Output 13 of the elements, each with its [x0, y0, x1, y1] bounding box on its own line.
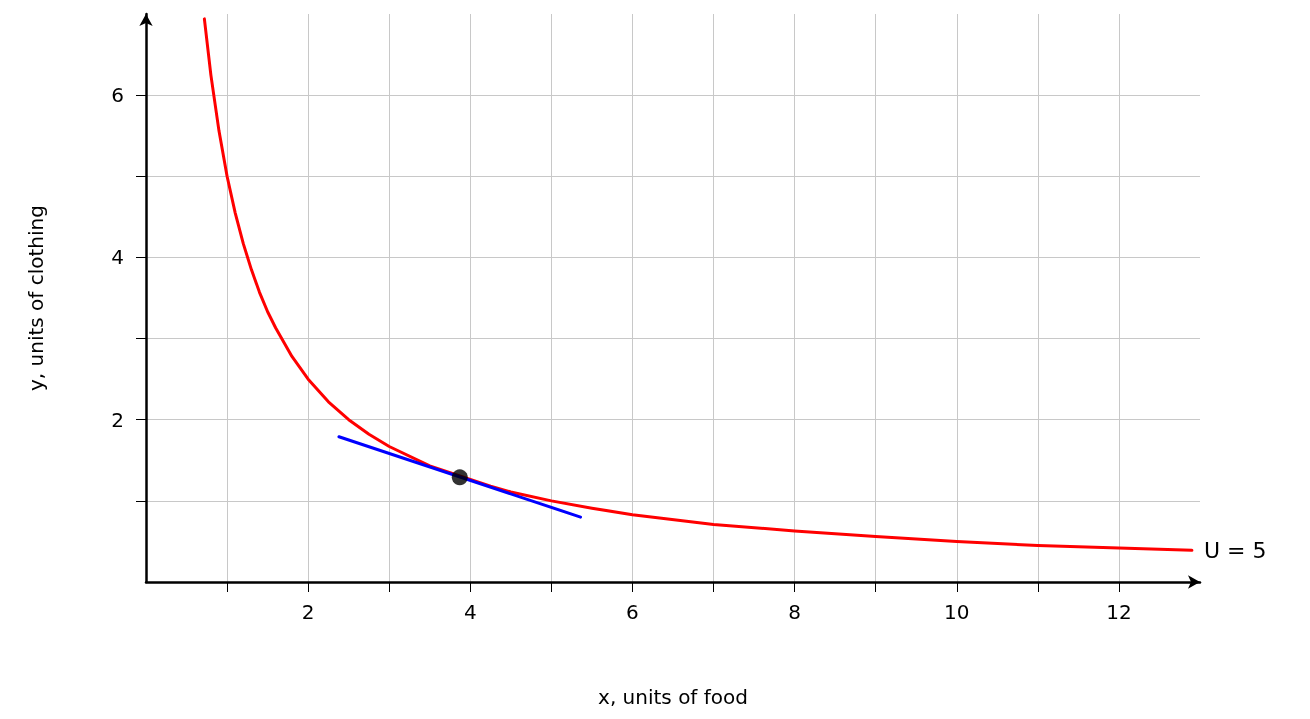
x-tick-label: 6	[626, 600, 639, 624]
series-label: U = 5	[1203, 537, 1267, 563]
x-tick-label: 4	[463, 600, 477, 624]
x-axis-title: x, units of food	[598, 685, 748, 709]
line-series	[202, 17, 1194, 552]
y-axis-title: y, units of clothing	[24, 205, 48, 391]
y-tick-label: 2	[111, 407, 124, 432]
x-tick-label: 10	[944, 600, 970, 624]
y-tick-label: 6	[111, 83, 124, 108]
x-tick-label: 8	[788, 600, 801, 624]
x-tick-label: 2	[301, 600, 315, 624]
y-tick-label: 4	[111, 245, 124, 270]
x-tick-label: 12	[1106, 600, 1132, 624]
